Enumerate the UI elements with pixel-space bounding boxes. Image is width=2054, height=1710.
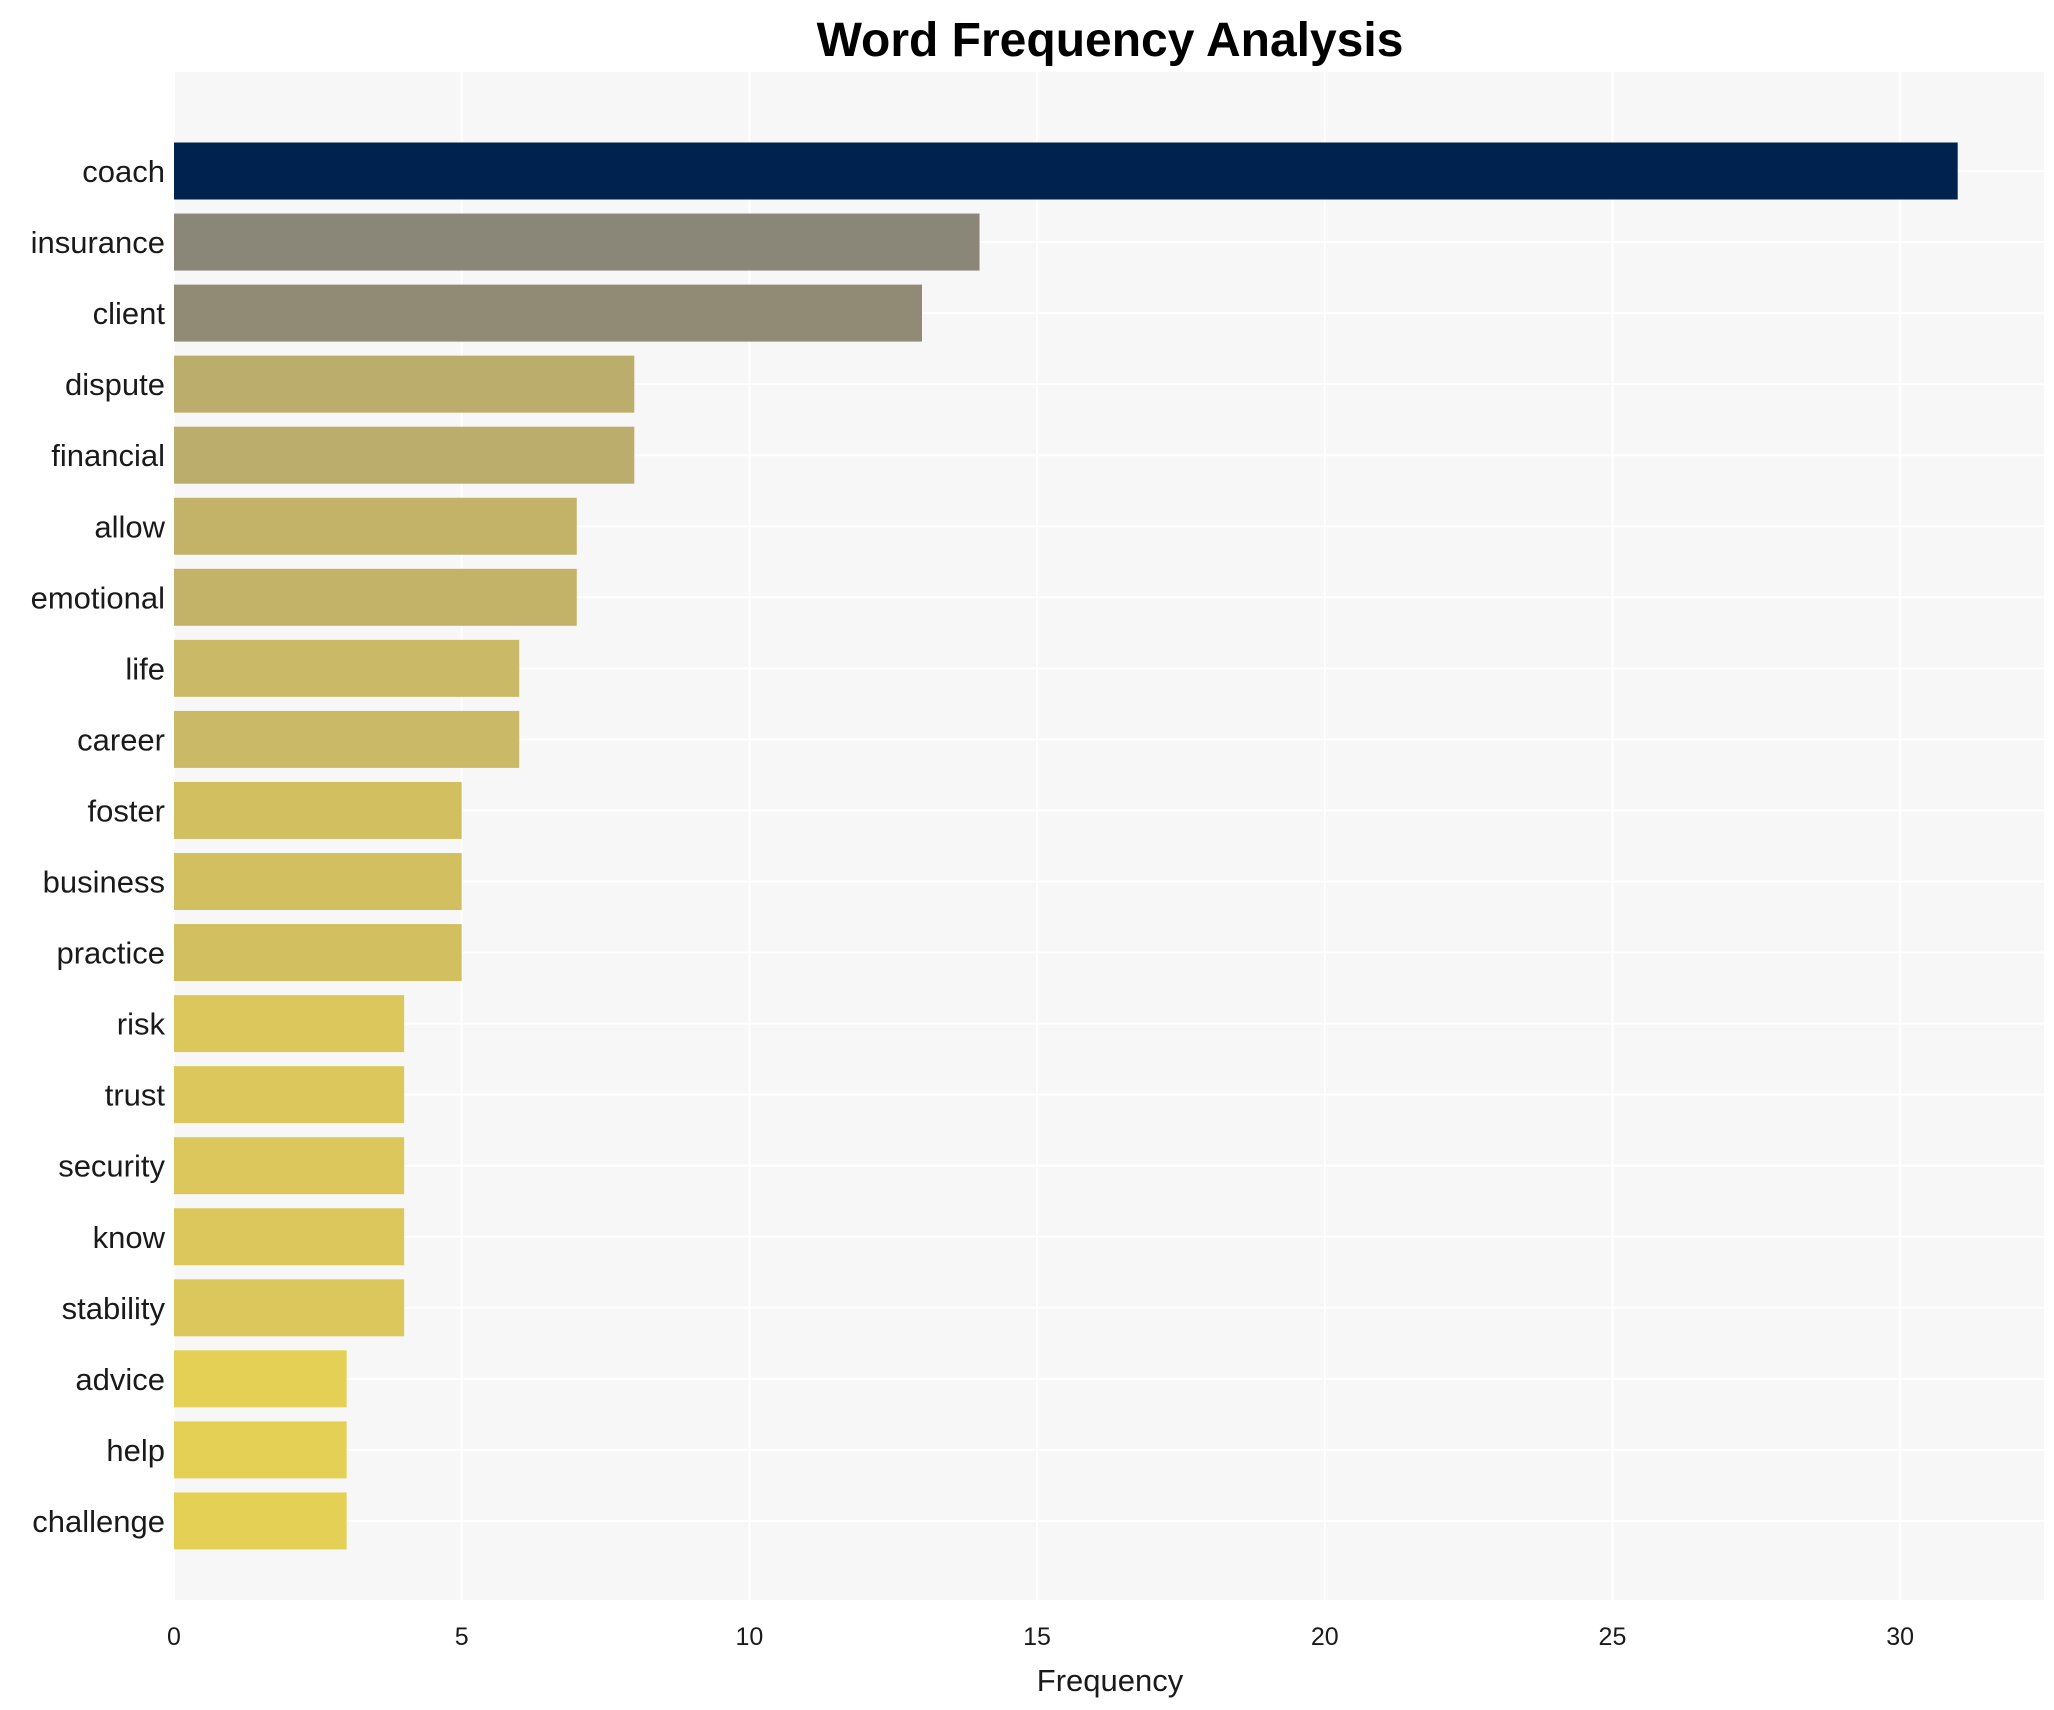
- category-label-business: business: [43, 865, 165, 900]
- bar-advice: [174, 1350, 347, 1408]
- x-tick-label: 5: [455, 1623, 469, 1651]
- bar-practice: [174, 924, 462, 982]
- x-tick-label: 15: [1023, 1623, 1051, 1651]
- category-label-client: client: [93, 296, 166, 331]
- bar-dispute: [174, 355, 635, 413]
- bar-client: [174, 284, 922, 342]
- category-label-stability: stability: [62, 1291, 166, 1326]
- bar-financial: [174, 426, 635, 484]
- category-label-life: life: [125, 651, 165, 686]
- category-label-challenge: challenge: [32, 1504, 165, 1539]
- bar-trust: [174, 1066, 405, 1124]
- category-label-insurance: insurance: [31, 225, 165, 260]
- bar-business: [174, 853, 462, 910]
- category-label-practice: practice: [56, 936, 165, 971]
- bar-help: [174, 1421, 347, 1479]
- category-labels: coach insurance client dispute financial allo…: [31, 154, 166, 1539]
- category-label-risk: risk: [117, 1007, 166, 1042]
- bar-challenge: [174, 1492, 347, 1550]
- category-label-foster: foster: [87, 793, 165, 828]
- bar-life: [174, 639, 520, 697]
- category-label-emotional: emotional: [31, 580, 165, 615]
- category-label-allow: allow: [94, 509, 165, 544]
- bar-insurance: [174, 213, 980, 271]
- bar-security: [174, 1137, 405, 1195]
- bar-emotional: [174, 568, 577, 626]
- x-tick-label: 30: [1886, 1623, 1914, 1651]
- bar-foster: [174, 781, 462, 839]
- bar-know: [174, 1208, 405, 1266]
- x-tick-label: 0: [167, 1623, 181, 1651]
- bar-coach: [174, 142, 1958, 200]
- category-label-coach: coach: [82, 154, 165, 189]
- category-label-trust: trust: [105, 1078, 166, 1113]
- category-label-know: know: [93, 1220, 166, 1255]
- x-tick-label: 25: [1599, 1623, 1627, 1651]
- bar-risk: [174, 995, 405, 1053]
- bar-stability: [174, 1279, 405, 1337]
- category-label-dispute: dispute: [65, 367, 165, 402]
- chart-title: Word Frequency Analysis: [817, 14, 1404, 67]
- x-axis-label: Frequency: [1037, 1663, 1184, 1698]
- category-label-help: help: [106, 1433, 165, 1468]
- bar-allow: [174, 497, 577, 555]
- x-tick-label: 20: [1311, 1623, 1339, 1651]
- x-tick-label: 10: [735, 1623, 763, 1651]
- category-label-career: career: [77, 722, 165, 757]
- category-label-financial: financial: [51, 438, 165, 473]
- category-label-security: security: [58, 1149, 165, 1184]
- bars: [174, 142, 1958, 1550]
- bar-career: [174, 710, 520, 768]
- category-label-advice: advice: [75, 1362, 165, 1397]
- x-tick-labels: 0 5 10 15 20 25 30: [167, 1623, 1914, 1651]
